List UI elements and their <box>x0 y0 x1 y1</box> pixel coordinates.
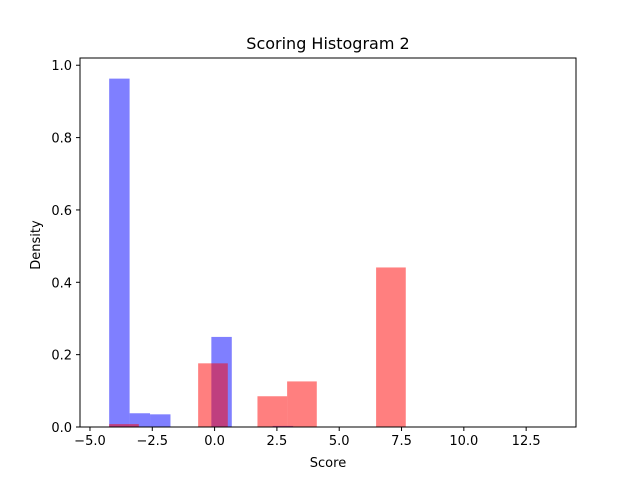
x-tick-label: 5.0 <box>329 434 350 449</box>
histogram-bar-series1-2 <box>129 413 151 427</box>
chart-title: Scoring Histogram 2 <box>246 34 409 53</box>
bars-layer <box>109 78 406 427</box>
plot-frame <box>79 57 577 428</box>
x-tick-label: 10.0 <box>449 434 478 449</box>
x-tick-label: 7.5 <box>391 434 412 449</box>
y-tick-label: 0.0 <box>51 421 72 436</box>
y-axis-label: Density <box>29 220 44 270</box>
x-axis-label: Score <box>310 456 346 471</box>
y-tick-label: 0.2 <box>51 349 72 364</box>
x-tick-label: 2.5 <box>267 434 288 449</box>
y-tick-label: 0.4 <box>51 276 72 291</box>
histogram-bar-series2-1 <box>109 424 139 427</box>
y-tick-label: 1.0 <box>51 59 72 74</box>
histogram-bar-series2-2 <box>198 363 228 427</box>
histogram-bar-series2-5 <box>376 267 406 427</box>
histogram-bar-series1-3 <box>150 414 171 427</box>
x-tick-label: 12.5 <box>512 434 541 449</box>
y-axis: 0.0 0.2 0.4 0.6 0.8 1.0 <box>51 59 80 436</box>
x-axis: −5.0 −2.5 0.0 2.5 5.0 7.5 10.0 12.5 <box>74 427 541 449</box>
x-tick-label: −5.0 <box>74 434 106 449</box>
y-tick-label: 0.6 <box>51 204 72 219</box>
histogram-bar-series2-3 <box>257 396 288 427</box>
histogram-bar-series1-1 <box>109 78 130 427</box>
x-tick-label: 0.0 <box>204 434 225 449</box>
histogram-bar-series2-4 <box>287 381 317 427</box>
y-tick-label: 0.8 <box>51 132 72 147</box>
x-tick-label: −2.5 <box>136 434 168 449</box>
